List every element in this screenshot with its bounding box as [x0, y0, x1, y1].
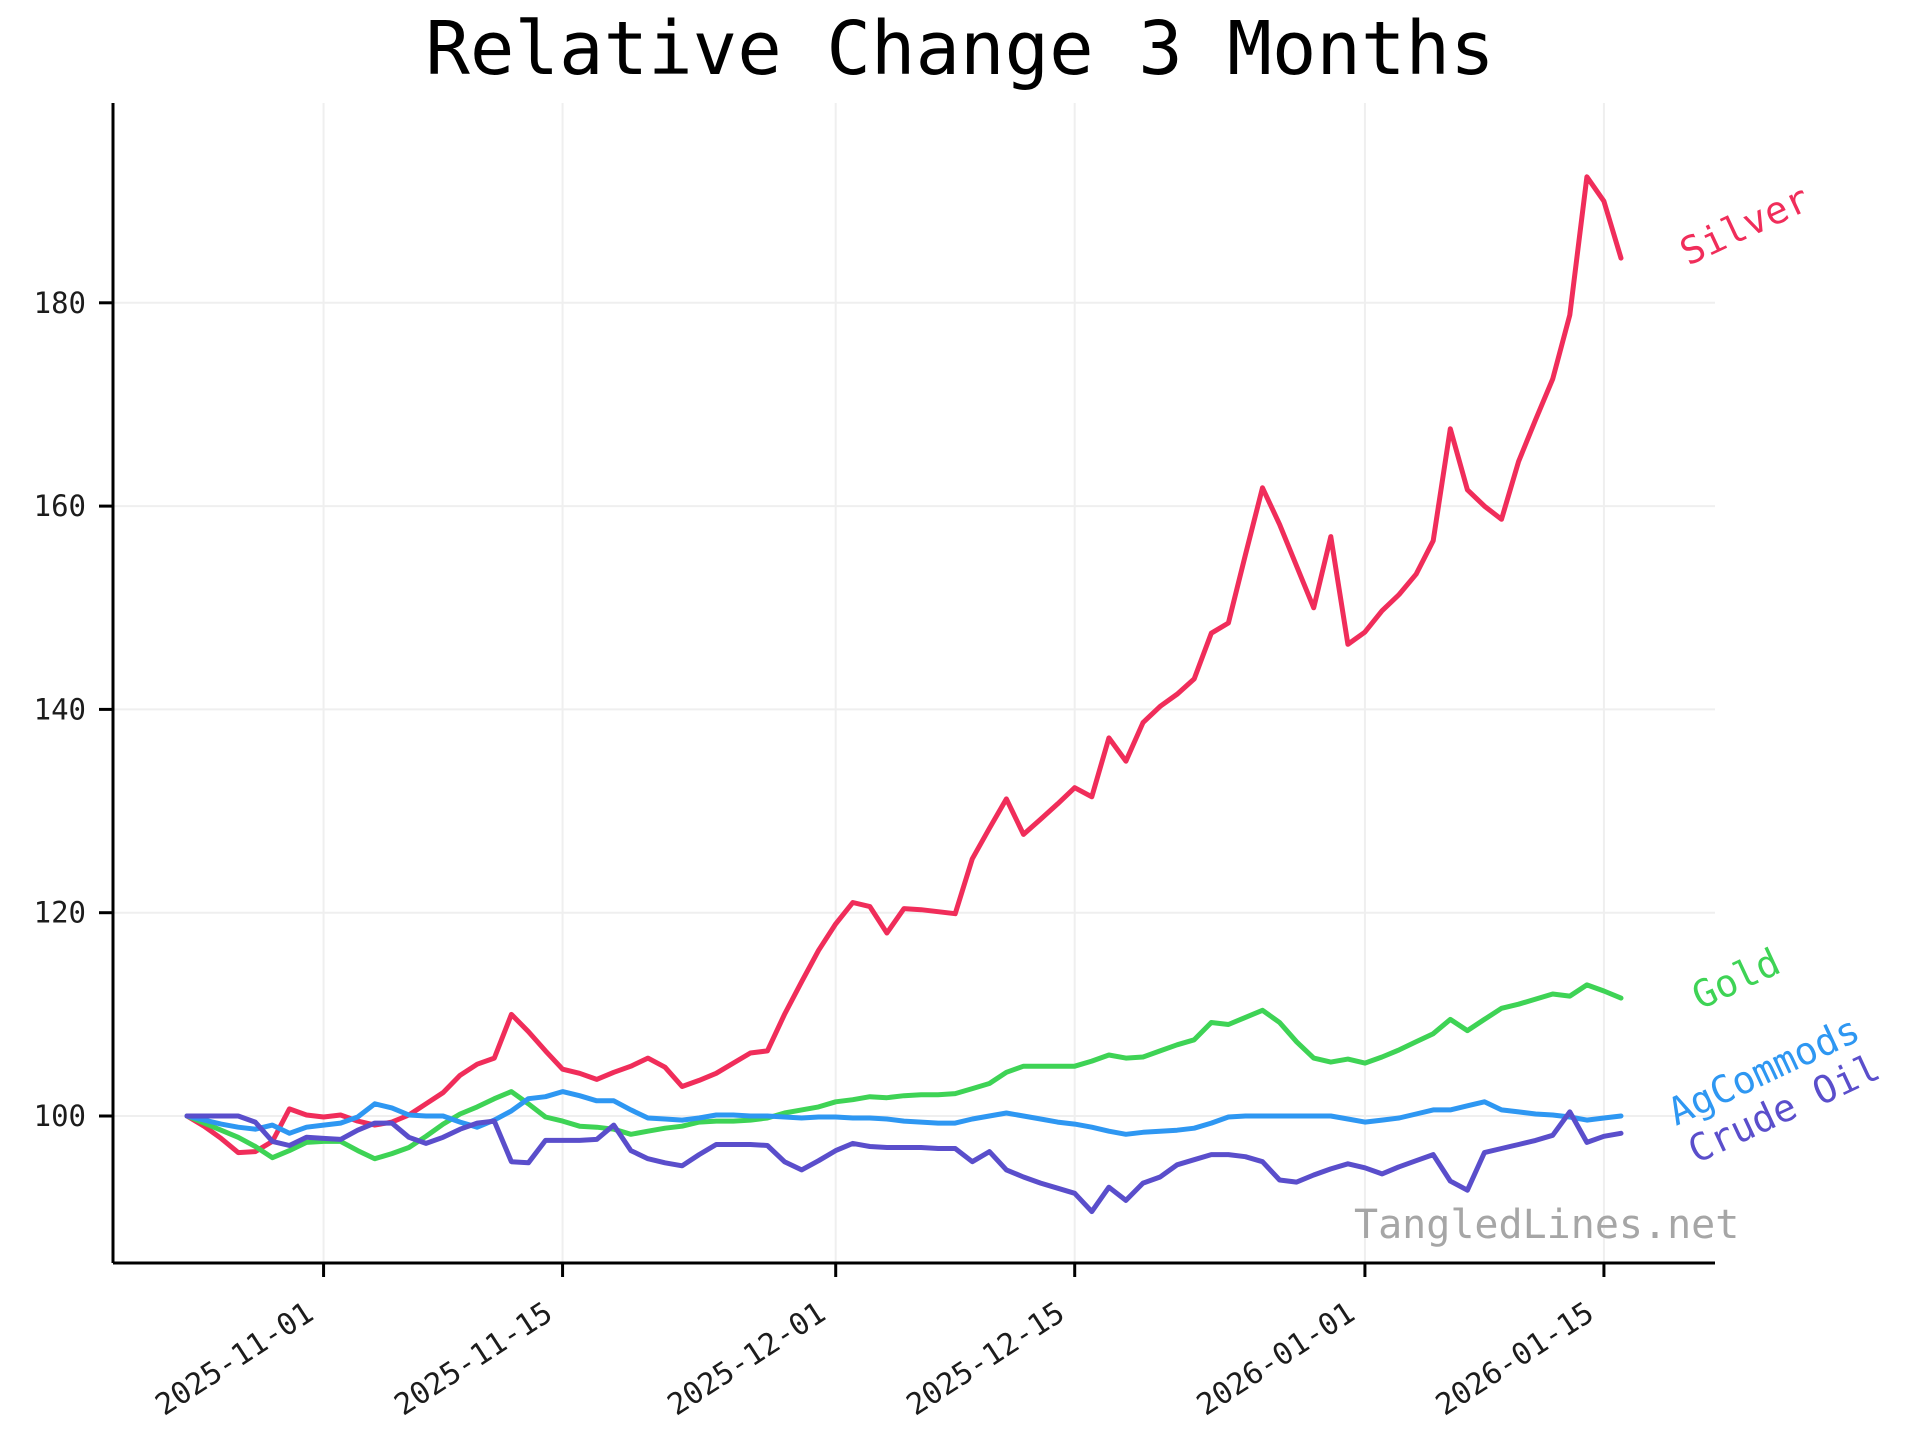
y-tick-label: 140 — [34, 692, 86, 726]
series-label-silver: Silver — [1673, 176, 1816, 274]
series-line-crude-oil — [184, 1109, 1624, 1215]
y-tick-label: 180 — [34, 286, 86, 320]
series-line-agcommods — [184, 1089, 1624, 1137]
x-tick-label: 2025-12-15 — [901, 1295, 1072, 1423]
series-line-gold — [184, 982, 1624, 1162]
series-label-gold: Gold — [1685, 940, 1787, 1019]
y-tick-label: 100 — [34, 1099, 86, 1133]
x-tick-label: 2025-11-15 — [388, 1295, 559, 1423]
y-tick-label: 120 — [34, 896, 86, 930]
y-tick-label: 160 — [34, 489, 86, 523]
x-tick-label: 2026-01-01 — [1191, 1295, 1362, 1423]
x-tick-label: 2025-11-01 — [149, 1295, 320, 1423]
series-line-silver — [184, 174, 1624, 1156]
chart-title: Relative Change 3 Months — [425, 6, 1495, 92]
x-tick-label: 2026-01-15 — [1430, 1295, 1601, 1423]
x-tick-label: 2025-12-01 — [662, 1295, 833, 1423]
watermark: TangledLines.net — [1354, 1202, 1740, 1248]
